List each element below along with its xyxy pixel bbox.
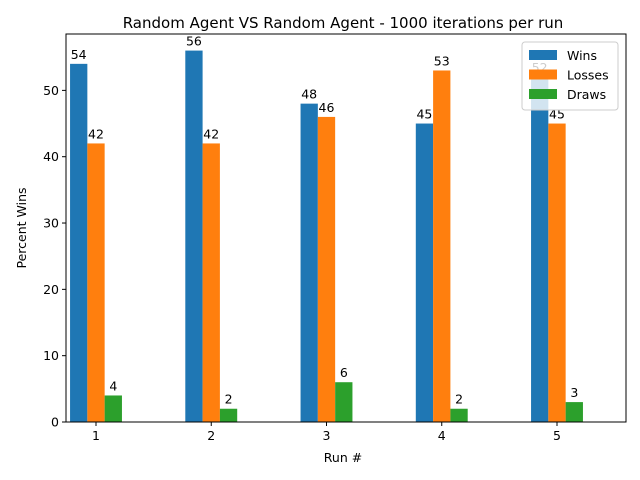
value-label-draws-3: 6 [340,365,348,380]
y-tick-label-0: 0 [51,415,59,430]
bar-wins-2 [185,50,203,422]
bar-wins-1 [70,63,88,422]
bar-wins-5 [531,77,549,423]
chart-title: Random Agent VS Random Agent - 1000 iter… [123,14,564,32]
value-label-losses-1: 42 [88,126,104,141]
legend-swatch-draws [529,89,557,99]
x-tick-label-5: 5 [553,428,561,443]
x-tick-label-1: 1 [92,428,100,443]
bar-draws-1 [104,395,122,422]
x-axis-label: Run # [324,450,362,465]
bar-losses-4 [433,70,451,422]
bar-draws-3 [335,382,353,422]
value-label-wins-3: 48 [301,87,317,102]
bar-wins-4 [415,123,434,422]
bar-losses-5 [548,123,566,422]
bar-draws-4 [450,408,468,422]
y-tick-label-20: 20 [43,282,59,297]
value-label-wins-1: 54 [71,47,87,62]
value-label-draws-1: 4 [109,378,117,393]
value-label-losses-3: 46 [319,100,335,115]
value-label-losses-4: 53 [434,53,450,68]
bar-draws-5 [565,402,583,422]
y-axis-label: Percent Wins [14,188,29,269]
x-tick-label-4: 4 [438,428,446,443]
x-tick-label-2: 2 [207,428,215,443]
plot-area: 5456484552424246534542623123450102030405… [43,34,583,443]
y-tick-label-50: 50 [43,83,59,98]
y-tick-label-40: 40 [43,149,59,164]
legend-swatch-wins [529,50,557,60]
value-label-draws-5: 3 [570,385,578,400]
legend-label-losses: Losses [567,68,609,83]
bar-losses-2 [202,143,220,422]
legend-swatch-losses [529,69,557,80]
value-label-losses-2: 42 [203,126,219,141]
legend-label-wins: Wins [567,48,597,63]
bar-losses-1 [87,143,105,422]
plot-frame [65,33,627,423]
bar-wins-3 [300,103,318,422]
legend: Wins Losses Draws [521,41,619,111]
y-tick-label-30: 30 [43,216,59,231]
bar-losses-3 [317,116,336,422]
value-label-wins-2: 56 [186,34,202,49]
value-label-wins-4: 45 [416,107,432,122]
x-tick-label-3: 3 [323,428,331,443]
y-tick-label-10: 10 [43,348,59,363]
legend-label-draws: Draws [567,87,606,102]
value-label-draws-2: 2 [225,392,233,407]
bar-draws-2 [219,408,238,422]
value-label-draws-4: 2 [455,392,463,407]
